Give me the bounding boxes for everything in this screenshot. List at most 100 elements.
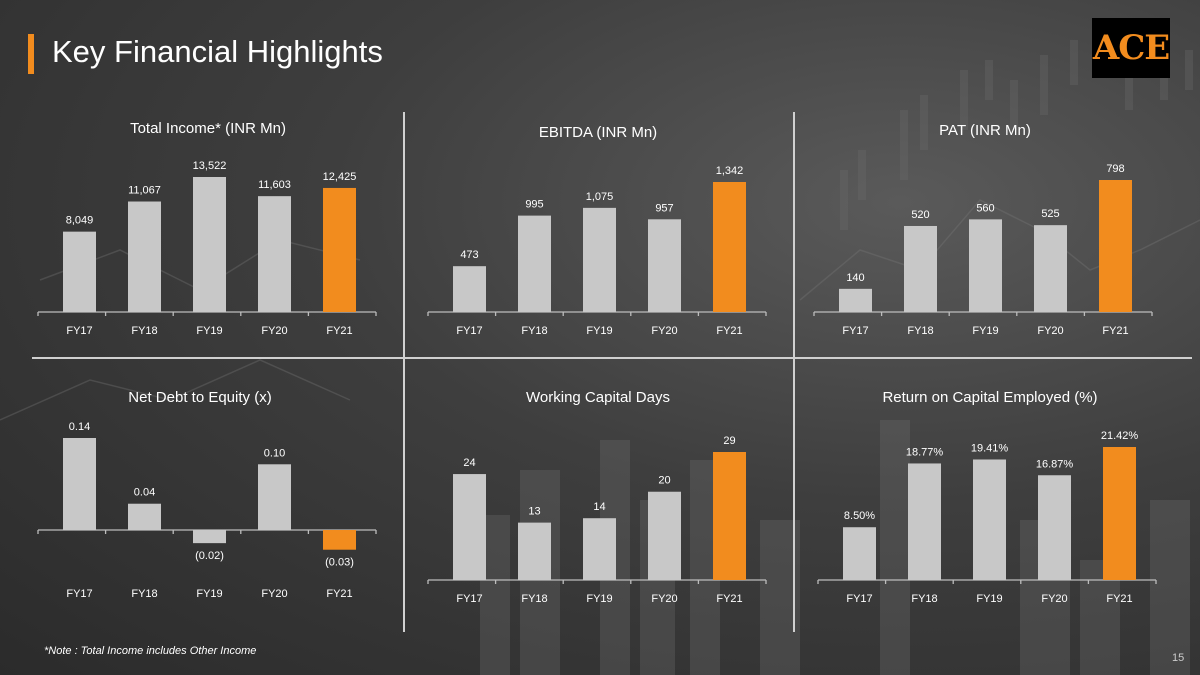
chart-title-ebitda: EBITDA (INR Mn) [538,124,658,141]
category-label: FY18 [521,593,547,605]
data-label: 995 [525,199,543,211]
category-label: FY20 [261,325,287,337]
chart-total-income: 8,049 FY17 11,067 FY18 13,522 FY19 11,603 FY20 1… [37,160,377,337]
chart-net-debt-equity: 0.14 FY17 0.04 FY18 (0.02) FY19 0.10 FY20 (0.03)… [37,421,377,600]
ace-logo: ACE [1092,18,1170,78]
data-label: 11,603 [258,179,291,191]
chart-ebitda: 473 FY17 995 FY18 1,075 FY19 957 FY20 1,342 FY21 [427,165,767,337]
bar-fy20 [648,219,681,312]
vertical-divider-right [793,112,795,632]
bar-fy19 [583,207,616,312]
category-label: FY17 [456,325,482,337]
data-label: 140 [846,272,864,284]
chart-title-net-debt-equity: Net Debt to Equity (x) [128,389,272,406]
bar-fy20 [258,464,291,530]
bar-fy17 [453,266,486,312]
bar-fy20 [648,491,681,580]
category-label: FY19 [972,325,998,337]
data-label: 20 [658,475,670,487]
category-label: FY21 [326,588,352,600]
category-label: FY17 [846,593,872,605]
data-label: 18.77% [906,446,944,458]
bar-fy19 [973,459,1006,580]
chart-title-total-income: Total Income* (INR Mn) [130,120,286,137]
category-label: FY18 [907,325,933,337]
data-label: 1,342 [716,165,744,177]
category-label: FY17 [842,325,868,337]
bar-fy20 [1038,475,1071,580]
chart-title-roce: Return on Capital Employed (%) [882,389,1098,406]
bar-fy18 [128,201,161,312]
data-label: 473 [460,249,478,261]
data-label: 29 [723,435,735,447]
data-label: 8,049 [66,215,94,227]
category-label: FY19 [196,325,222,337]
bar-fy18 [128,503,161,530]
bar-fy19 [583,518,616,580]
category-label: FY18 [131,588,157,600]
chart-roce: 8.50% FY17 18.77% FY18 19.41% FY19 16.87% FY20 2… [817,430,1157,605]
bar-fy17 [843,527,876,580]
data-label: 21.42% [1101,430,1139,442]
data-label: 11,067 [128,185,161,197]
category-label: FY20 [651,593,677,605]
category-label: FY21 [716,325,742,337]
page-title: Key Financial Highlights [52,34,383,69]
data-label: 1,075 [586,191,614,203]
bar-fy19 [969,219,1002,312]
bar-fy21 [713,452,746,580]
chart-pat: 140 FY17 520 FY18 560 FY19 525 FY20 798 FY21 [813,163,1153,337]
category-label: FY19 [586,325,612,337]
data-label: 520 [911,209,929,221]
bar-fy21 [323,187,356,312]
chart-title-pat: PAT (INR Mn) [939,122,1031,139]
bar-fy17 [839,288,872,312]
vertical-divider-left [403,112,405,632]
category-label: FY20 [1037,325,1063,337]
page-number: 15 [1172,652,1185,664]
bar-fy17 [63,231,96,312]
category-label: FY20 [261,588,287,600]
data-label: 13,522 [193,160,227,172]
data-label: 24 [463,457,475,469]
category-label: FY19 [976,593,1002,605]
chart-title-working-capital-days: Working Capital Days [526,389,670,406]
data-label: 16.87% [1036,458,1074,470]
category-label: FY18 [131,325,157,337]
category-label: FY21 [326,325,352,337]
bar-fy21 [323,530,356,550]
bar-fy17 [453,474,486,580]
bar-fy21 [713,182,746,312]
chart-working-capital-days: 24 FY17 13 FY18 14 FY19 20 FY20 29 FY21 [427,435,767,605]
category-label: FY17 [66,325,92,337]
bar-fy21 [1099,180,1132,312]
data-label: (0.02) [195,550,224,562]
data-label: 798 [1106,163,1124,175]
bar-fy18 [908,463,941,580]
data-label: 0.04 [134,487,155,499]
category-label: FY20 [1041,593,1067,605]
title-accent-bar [28,34,34,74]
category-label: FY18 [521,325,547,337]
data-label: 560 [976,202,994,214]
bar-fy18 [904,225,937,312]
category-label: FY17 [456,593,482,605]
category-label: FY19 [196,588,222,600]
data-label: 525 [1041,208,1059,220]
category-label: FY17 [66,588,92,600]
category-label: FY20 [651,325,677,337]
category-label: FY19 [586,593,612,605]
data-label: 12,425 [323,171,357,183]
category-label: FY21 [1102,325,1128,337]
category-label: FY18 [911,593,937,605]
logo-text: ACE [1092,28,1170,68]
data-label: 19.41% [971,442,1009,454]
bar-fy19 [193,530,226,544]
horizontal-divider [32,357,1192,359]
category-label: FY21 [1106,593,1132,605]
data-label: 957 [655,202,673,214]
category-label: FY21 [716,593,742,605]
bar-fy19 [193,177,226,312]
bar-fy17 [63,438,96,530]
